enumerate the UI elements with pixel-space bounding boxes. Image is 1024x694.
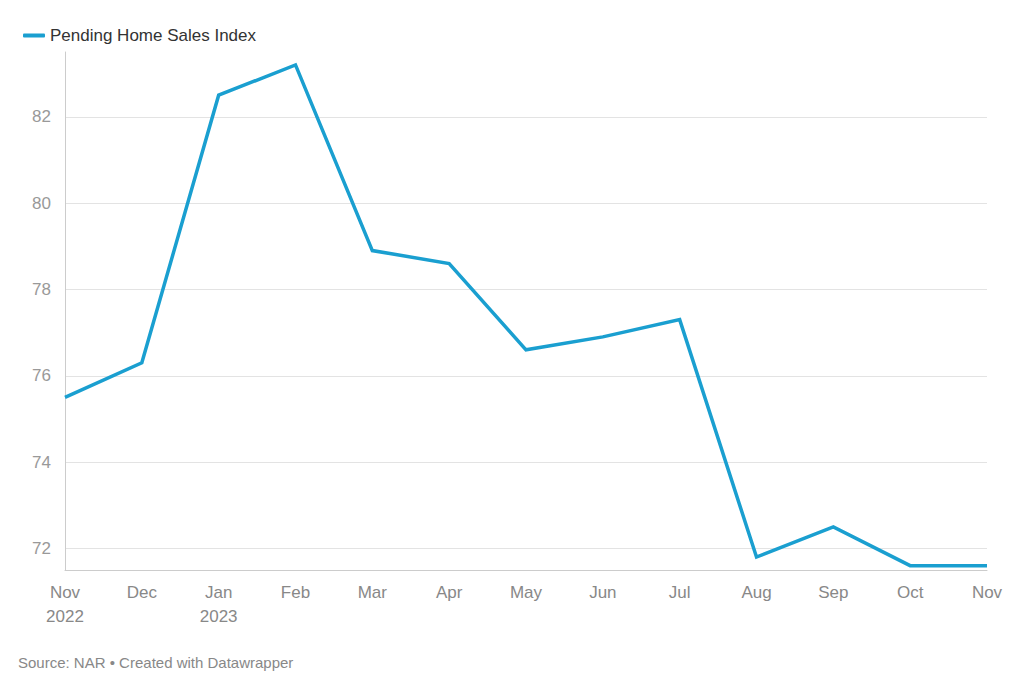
svg-text:Mar: Mar bbox=[358, 583, 388, 602]
svg-text:80: 80 bbox=[32, 194, 51, 213]
svg-text:Jul: Jul bbox=[669, 583, 691, 602]
svg-text:Dec: Dec bbox=[127, 583, 158, 602]
svg-text:78: 78 bbox=[32, 280, 51, 299]
svg-text:Source: NAR • Created with Dat: Source: NAR • Created with Datawrapper bbox=[18, 654, 293, 671]
svg-text:72: 72 bbox=[32, 539, 51, 558]
svg-text:82: 82 bbox=[32, 107, 51, 126]
svg-text:2023: 2023 bbox=[200, 607, 238, 626]
svg-text:Aug: Aug bbox=[741, 583, 771, 602]
svg-text:Feb: Feb bbox=[281, 583, 310, 602]
svg-text:Pending Home Sales Index: Pending Home Sales Index bbox=[50, 26, 257, 45]
svg-text:May: May bbox=[510, 583, 543, 602]
svg-text:Nov: Nov bbox=[50, 583, 81, 602]
svg-text:Sep: Sep bbox=[818, 583, 848, 602]
svg-text:Nov: Nov bbox=[972, 583, 1003, 602]
svg-text:Apr: Apr bbox=[436, 583, 463, 602]
svg-text:Jan: Jan bbox=[205, 583, 232, 602]
svg-text:Jun: Jun bbox=[589, 583, 616, 602]
svg-text:Oct: Oct bbox=[897, 583, 924, 602]
svg-text:74: 74 bbox=[32, 453, 51, 472]
svg-text:76: 76 bbox=[32, 366, 51, 385]
svg-text:2022: 2022 bbox=[46, 607, 84, 626]
